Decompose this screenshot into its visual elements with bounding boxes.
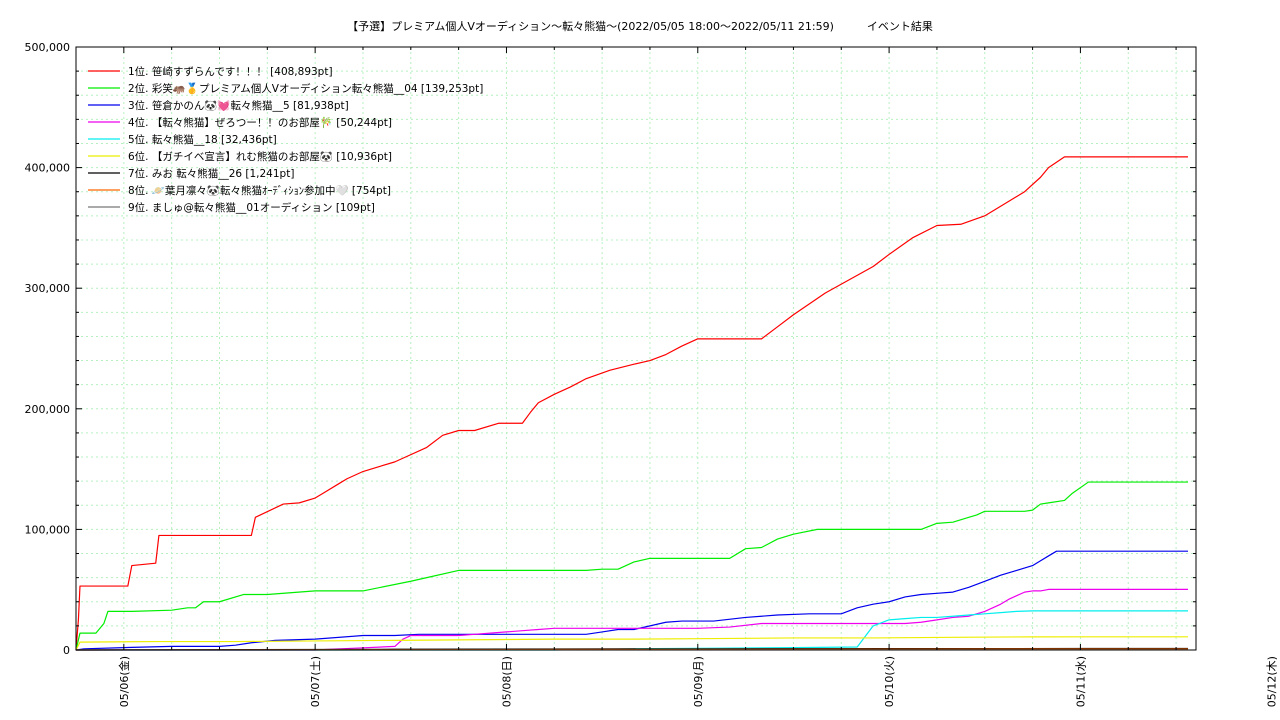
y-axis: 0 100,000 200,000 300,000 400,000 500,000 (25, 41, 1196, 657)
series-line (75, 550, 1189, 651)
x-tick-label: 05/06(金) (117, 656, 131, 707)
legend-label: 2位. 彩笑🦛🥇プレミアム個人Vオーディション転々熊猫__04 [139,253… (128, 82, 483, 95)
series-lines (75, 156, 1189, 651)
x-tick-label: 05/12(木) (1266, 656, 1279, 707)
series-line (75, 156, 1189, 651)
y-tick-label: 200,000 (25, 403, 71, 416)
legend-label: 5位. 転々熊猫__18 [32,436pt] (128, 133, 277, 146)
y-tick-label: 0 (63, 644, 70, 657)
legend-label: 7位. みお 転々熊猫__26 [1,241pt] (128, 167, 294, 180)
x-tick-label: 05/11(水) (1074, 656, 1087, 707)
x-tick-label: 05/08(日) (500, 656, 513, 707)
series-line (76, 588, 1189, 651)
y-tick-label: 500,000 (25, 41, 71, 54)
y-tick-label: 100,000 (25, 523, 71, 536)
plot-frame (75, 46, 1197, 651)
legend: 1位. 笹崎すずらんです！！！ [408,893pt] 2位. 彩笑🦛🥇プレミアム… (88, 65, 483, 214)
chart-title: 【予選】プレミアム個人Vオーディション〜転々熊猫～(2022/05/05 18:… (347, 20, 933, 33)
legend-label: 3位. 笹倉かのん🐼💓転々熊猫__5 [81,938pt] (128, 99, 349, 112)
legend-label: 8位. 🪐葉月凛々🐼転々熊猫ｵｰﾃﾞｨｼｮﾝ参加中🤍 [754pt] (128, 184, 391, 197)
series-line (75, 636, 1189, 651)
legend-label: 4位. 【転々熊猫】ぜろつー！！のお部屋🎋 [50,244pt] (128, 116, 392, 129)
y-tick-label: 400,000 (25, 162, 71, 175)
y-tick-label: 300,000 (25, 282, 71, 295)
legend-label: 9位. ましゅ@転々熊猫__01オーディション [109pt] (128, 201, 375, 214)
gridlines (76, 47, 1196, 650)
legend-label: 1位. 笹崎すずらんです！！！ [408,893pt] (128, 65, 333, 78)
x-tick-label: 05/10(火) (883, 656, 896, 707)
x-axis: 05/06(金) 05/07(土) 05/08(日) 05/09(月) 05/10(火)… (117, 47, 1279, 707)
series-line (75, 481, 1189, 651)
series-line (76, 610, 1189, 651)
legend-label: 6位. 【ガチイベ宣言】れむ熊猫のお部屋🐼 [10,936pt] (128, 150, 392, 163)
x-tick-label: 05/09(月) (692, 656, 705, 707)
x-tick-label: 05/07(土) (309, 656, 322, 707)
